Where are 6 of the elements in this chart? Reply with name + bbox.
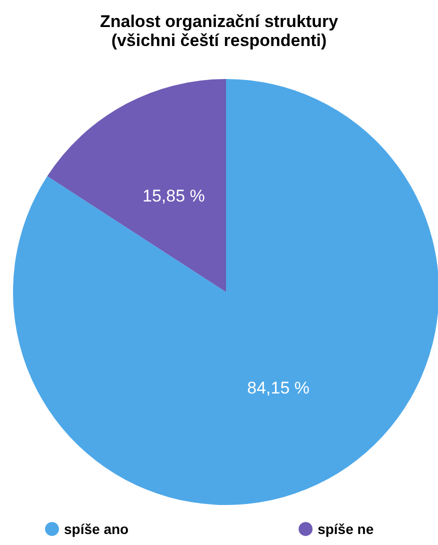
data-label: 84,15 % <box>247 378 310 398</box>
chart-title: Znalost organizační struktury <box>100 12 339 31</box>
data-label: 15,85 % <box>142 186 205 206</box>
legend-label: spíše ne <box>318 521 374 537</box>
legend-label: spíše ano <box>64 521 129 537</box>
chart-subtitle: (všichni čeští respondenti) <box>111 31 327 50</box>
